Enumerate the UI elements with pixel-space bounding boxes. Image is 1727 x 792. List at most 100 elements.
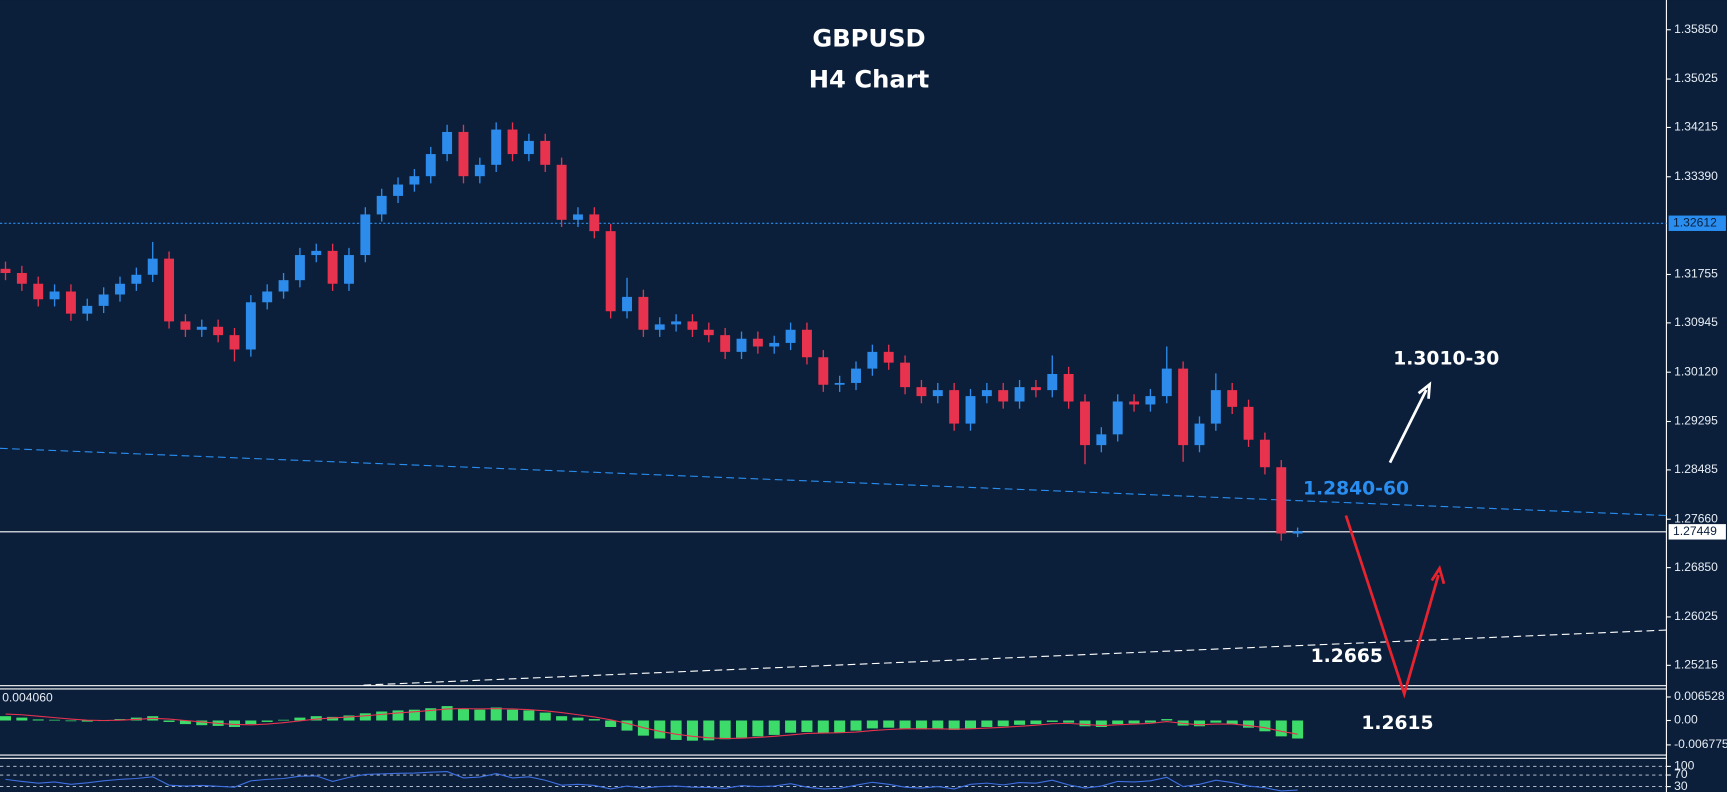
- indicator-readout: 0.004060: [2, 691, 53, 705]
- signal-line: [5, 708, 1298, 740]
- macd-bar: [981, 720, 993, 727]
- candle-body: [867, 351, 878, 369]
- candle-body: [638, 296, 649, 330]
- y-tick-label: 0.00: [1674, 713, 1698, 727]
- candle-body: [131, 274, 142, 284]
- candle-body: [1178, 368, 1189, 446]
- macd-bar: [343, 715, 355, 721]
- annotation: 1.2665: [1311, 646, 1383, 667]
- candle-body: [376, 195, 387, 215]
- candle-body: [851, 368, 861, 383]
- y-tick-label: 1.25215: [1674, 658, 1718, 672]
- macd-bar: [605, 720, 617, 727]
- macd-bar: [245, 720, 257, 725]
- macd-bar: [376, 711, 388, 721]
- candle-body: [1243, 406, 1254, 440]
- candle-body: [458, 131, 469, 177]
- candle-body: [311, 250, 322, 256]
- y-tick-label: 100: [1674, 759, 1694, 773]
- chart-title: GBPUSD: [812, 25, 925, 53]
- annotation: 1.2615: [1361, 713, 1433, 734]
- macd-bar: [49, 719, 61, 721]
- y-tick-label: 1.31755: [1674, 267, 1718, 281]
- macd-bar: [817, 720, 829, 734]
- macd-bar: [932, 720, 944, 729]
- candle-body: [213, 326, 224, 336]
- candle-body: [1129, 401, 1140, 405]
- candle-body: [262, 291, 273, 303]
- candle-body: [801, 329, 812, 358]
- candle-body: [671, 321, 682, 325]
- macd-bar: [310, 716, 322, 721]
- y-tick-label: 1.34215: [1674, 120, 1718, 134]
- candle-body: [229, 335, 240, 350]
- candle-body: [491, 129, 502, 165]
- macd-bar: [228, 720, 240, 727]
- candle-body: [98, 294, 109, 306]
- candle-body: [932, 390, 943, 397]
- macd-bar: [16, 717, 28, 721]
- macd-bar: [1161, 719, 1173, 721]
- macd-bar: [1210, 720, 1222, 723]
- macd-bar: [834, 720, 846, 733]
- candle-body: [1259, 439, 1270, 468]
- y-tick-label: 1.26850: [1674, 560, 1718, 574]
- macd-bar: [261, 720, 273, 722]
- price-level-label: 1.32612: [1673, 215, 1717, 229]
- candle-body: [442, 131, 453, 155]
- candle-body: [180, 321, 191, 330]
- candle-body: [196, 326, 207, 330]
- arrow-head: [1430, 565, 1446, 585]
- macd-bar: [294, 717, 306, 721]
- macd-bar: [686, 720, 698, 741]
- macd-bar: [1243, 720, 1255, 728]
- candle-body: [278, 280, 289, 292]
- candle-body: [1063, 373, 1074, 402]
- candle-body: [1145, 396, 1156, 405]
- annotations: GBPUSD H4 Chart 1.3010-30 1.2840-60 1.26…: [809, 25, 1500, 734]
- y-tick-label: 1.35025: [1674, 71, 1718, 85]
- macd-bar: [327, 716, 339, 721]
- macd-bar: [866, 720, 878, 729]
- macd-bar: [1030, 720, 1042, 725]
- candle-body: [834, 382, 845, 385]
- candle-body: [556, 164, 567, 220]
- candle-body: [736, 338, 747, 352]
- candles: [0, 122, 1303, 541]
- candle-body: [147, 258, 158, 275]
- arrow: [1388, 389, 1428, 464]
- candle-body: [818, 357, 829, 385]
- candle-body: [1112, 401, 1123, 435]
- macd-bar: [1275, 720, 1287, 737]
- macd-bar: [163, 720, 175, 722]
- macd-bar: [915, 720, 927, 730]
- candle-body: [523, 140, 534, 155]
- candle-body: [82, 305, 93, 314]
- candle-body: [425, 154, 436, 177]
- candle-body: [16, 272, 27, 284]
- macd-bar: [32, 719, 44, 721]
- macd-bar: [1144, 720, 1156, 723]
- macd-bar: [1014, 720, 1026, 725]
- candle-body: [965, 396, 976, 424]
- macd-bar: [948, 720, 960, 730]
- candle-body: [245, 302, 256, 350]
- y-tick-label: 1.29295: [1674, 414, 1718, 428]
- price-level-label: 1.27449: [1673, 524, 1717, 538]
- arrow: [1344, 515, 1440, 699]
- macd-bar: [425, 708, 437, 721]
- macd-bar: [392, 710, 404, 721]
- macd-bar: [1292, 720, 1304, 739]
- candle-body: [0, 268, 11, 273]
- y-tick-label: 1.33390: [1674, 169, 1718, 183]
- macd-bar: [474, 709, 486, 721]
- macd-bar: [1112, 720, 1124, 725]
- candle-body: [949, 390, 960, 424]
- candle-body: [507, 129, 518, 155]
- chart-subtitle: H4 Chart: [809, 65, 930, 93]
- candle-body: [115, 283, 125, 295]
- macd-bar: [1193, 720, 1205, 727]
- candle-body: [540, 140, 551, 165]
- macd-bar: [1063, 720, 1075, 723]
